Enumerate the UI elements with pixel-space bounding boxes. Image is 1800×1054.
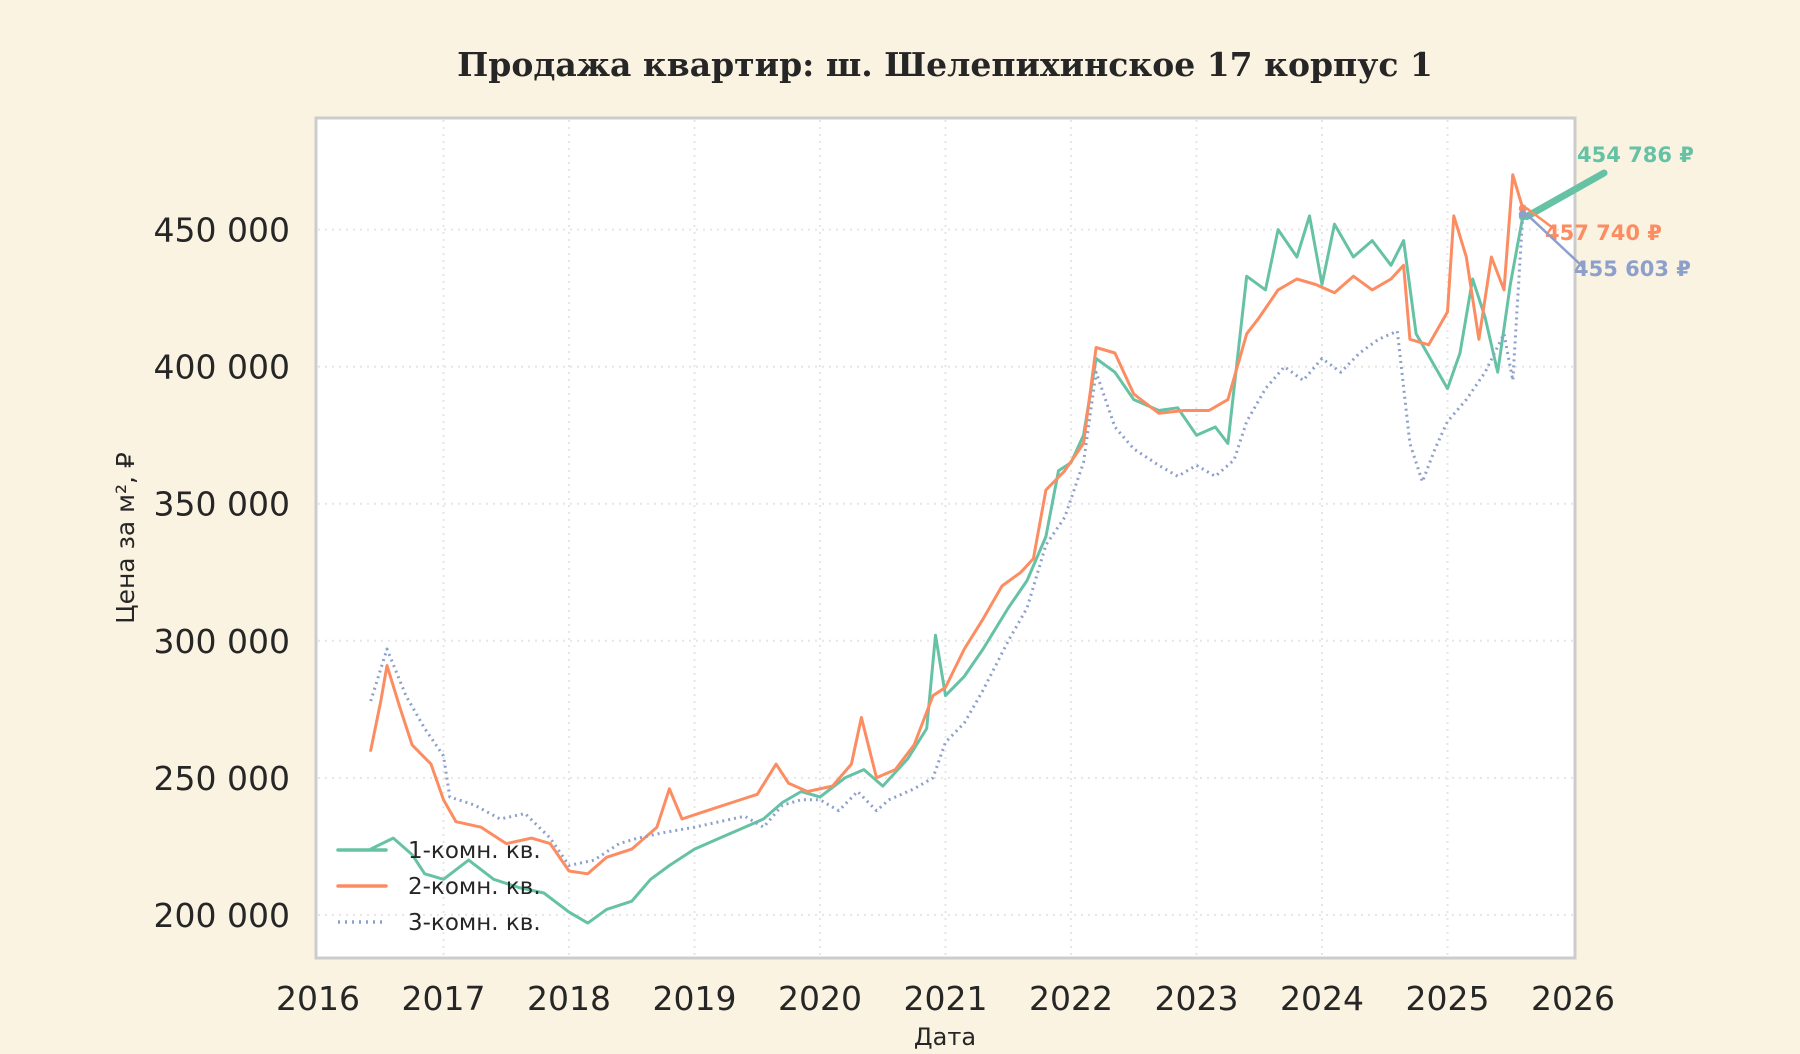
x-tick-label: 2019	[653, 979, 737, 1018]
x-tick-label: 2021	[904, 979, 988, 1018]
x-axis-label: Дата	[914, 1023, 976, 1050]
x-tick-label: 2023	[1155, 979, 1239, 1018]
annotations: 454 786 ₽ 457 740 ₽ 455 603 ₽	[1518, 143, 1694, 281]
chart-title: Продажа квартир: ш. Шелепихинское 17 кор…	[457, 45, 1433, 84]
last-value-label: 454 786 ₽	[1577, 143, 1694, 167]
x-tick-label: 2025	[1406, 979, 1490, 1018]
x-tick-label: 2017	[402, 979, 486, 1018]
last-value-point	[1518, 204, 1527, 213]
x-axis-ticks: 2016 2017 2018 2019 2020 2021 2022 2023 2024 2025…	[276, 979, 1615, 1018]
y-tick-label: 250 000	[154, 759, 290, 798]
x-tick-label: 2018	[527, 979, 611, 1018]
last-value-label: 455 603 ₽	[1574, 257, 1691, 281]
series-layer	[369, 173, 1525, 925]
annotation-arrow	[1525, 207, 1555, 230]
y-tick-label: 450 000	[154, 211, 290, 250]
annotation-arrow	[1525, 213, 1584, 268]
y-tick-label: 200 000	[154, 896, 290, 935]
x-tick-label: 2020	[778, 979, 862, 1018]
legend-label: 3-комн. кв.	[408, 910, 541, 936]
series-line-1	[369, 214, 1525, 925]
plot-area	[314, 116, 1577, 960]
annotation-arrow	[1523, 169, 1608, 221]
legend-label: 2-комн. кв.	[408, 874, 541, 900]
last-value-point	[1518, 210, 1527, 219]
x-tick-label: 2026	[1531, 979, 1615, 1018]
x-tick-label: 2024	[1280, 979, 1364, 1018]
x-tick-label: 2022	[1029, 979, 1113, 1018]
x-tick-label: 2016	[276, 979, 360, 1018]
last-value-label: 457 740 ₽	[1545, 221, 1662, 245]
y-tick-label: 300 000	[154, 622, 290, 661]
series-line-2	[369, 173, 1525, 876]
y-tick-label: 350 000	[154, 485, 290, 524]
legend-label: 1-комн. кв.	[408, 838, 541, 864]
y-axis-ticks: 200 000 250 000 300 000 350 000 400 000 450 0…	[154, 211, 290, 935]
y-tick-label: 400 000	[154, 348, 290, 387]
legend: 1-комн. кв. 2-комн. кв. 3-комн. кв.	[336, 838, 541, 936]
y-axis-label: Цена за м², ₽	[111, 452, 140, 624]
